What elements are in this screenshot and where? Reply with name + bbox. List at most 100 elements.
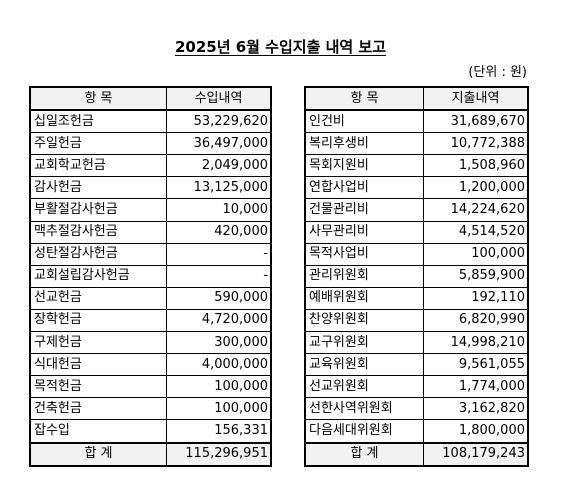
income-amount: 2,049,000 <box>166 154 271 178</box>
expense-amount: 1,200,000 <box>423 176 528 200</box>
income-amount: 156,331 <box>166 419 271 443</box>
income-amount: 10,000 <box>166 198 271 222</box>
income-item: 주일헌금 <box>30 132 167 156</box>
income-amount: 4,720,000 <box>166 308 271 333</box>
income-item: 교회설립감사헌금 <box>30 264 167 288</box>
expense-row: 인건비 31,689,670 <box>305 109 528 134</box>
income-header-row: 항 목 수입내역 <box>30 87 271 112</box>
expense-item: 인건비 <box>305 109 424 134</box>
expense-row: 건물관리비 14,224,620 <box>305 198 528 222</box>
income-item: 목적헌금 <box>30 375 167 399</box>
income-row: 십일조헌금 53,229,620 <box>30 109 271 134</box>
expense-table: 항 목 지출내역 인건비 31,689,670 복리후생비 10,772,388 목… <box>304 86 529 467</box>
income-total-label: 합 계 <box>30 441 167 466</box>
income-amount: 4,000,000 <box>166 353 271 377</box>
expense-amount: 3,162,820 <box>423 397 528 421</box>
income-item: 장학헌금 <box>30 308 167 333</box>
expense-item: 목회지원비 <box>305 154 424 178</box>
expense-item: 목적사업비 <box>305 242 424 266</box>
expense-item: 연합사업비 <box>305 176 424 200</box>
income-row: 부활절감사헌금 10,000 <box>30 198 271 222</box>
expense-item: 예배위원회 <box>305 286 424 310</box>
expense-row: 목회지원비 1,508,960 <box>305 154 528 178</box>
expense-row: 찬양위원회 6,820,990 <box>305 308 528 333</box>
income-row: 교회설립감사헌금 - <box>30 264 271 288</box>
income-item: 교회학교헌금 <box>30 154 167 178</box>
income-amount: - <box>166 264 271 288</box>
expense-amount: 1,774,000 <box>423 375 528 399</box>
income-total-row: 합 계 115,296,951 <box>30 441 271 466</box>
expense-item: 건물관리비 <box>305 198 424 222</box>
income-item: 선교헌금 <box>30 286 167 310</box>
expense-row: 교구위원회 14,998,210 <box>305 331 528 355</box>
income-amount: 590,000 <box>166 286 271 310</box>
expense-amount: 1,800,000 <box>423 419 528 443</box>
income-amount: 53,229,620 <box>166 109 271 134</box>
income-item: 성탄절감사헌금 <box>30 242 167 266</box>
income-row: 선교헌금 590,000 <box>30 286 271 310</box>
income-item: 십일조헌금 <box>30 109 167 134</box>
income-row: 구제헌금 300,000 <box>30 331 271 355</box>
expense-row: 교육위원회 9,561,055 <box>305 353 528 377</box>
income-row: 교회학교헌금 2,049,000 <box>30 154 271 178</box>
income-item: 부활절감사헌금 <box>30 198 167 222</box>
income-total-amount: 115,296,951 <box>166 441 271 466</box>
expense-amount: 100,000 <box>423 242 528 266</box>
income-amount: 300,000 <box>166 331 271 355</box>
expense-amount: 6,820,990 <box>423 308 528 333</box>
income-amount: 100,000 <box>166 375 271 399</box>
expense-row: 연합사업비 1,200,000 <box>305 176 528 200</box>
expense-item: 찬양위원회 <box>305 308 424 333</box>
income-row: 잡수입 156,331 <box>30 419 271 443</box>
expense-header-row: 항 목 지출내역 <box>305 87 528 112</box>
income-item: 식대헌금 <box>30 353 167 377</box>
income-item: 구제헌금 <box>30 331 167 355</box>
expense-amount: 14,224,620 <box>423 198 528 222</box>
expense-item: 관리위원회 <box>305 264 424 288</box>
expense-total-amount: 108,179,243 <box>423 441 528 466</box>
expense-item: 선교위원회 <box>305 375 424 399</box>
expense-row: 다음세대위원회 1,800,000 <box>305 419 528 443</box>
expense-amount: 14,998,210 <box>423 331 528 355</box>
report-title-text: 2025년 6월 수입지출 내역 보고 <box>174 38 387 56</box>
income-amount: - <box>166 242 271 266</box>
income-row: 성탄절감사헌금 - <box>30 242 271 266</box>
expense-item: 복리후생비 <box>305 132 424 156</box>
expense-amount: 4,514,520 <box>423 220 528 244</box>
expense-item: 다음세대위원회 <box>305 419 424 443</box>
income-item: 잡수입 <box>30 419 167 443</box>
expense-row: 선교위원회 1,774,000 <box>305 375 528 399</box>
expense-item: 선한사역위원회 <box>305 397 424 421</box>
income-row: 장학헌금 4,720,000 <box>30 308 271 333</box>
expense-item: 교구위원회 <box>305 331 424 355</box>
income-row: 맥추절감사헌금 420,000 <box>30 220 271 244</box>
expense-row: 사무관리비 4,514,520 <box>305 220 528 244</box>
income-table: 항 목 수입내역 십일조헌금 53,229,620 주일헌금 36,497,000 … <box>29 86 272 467</box>
expense-amount: 31,689,670 <box>423 109 528 134</box>
expense-amount: 5,859,900 <box>423 264 528 288</box>
expense-row: 예배위원회 192,110 <box>305 286 528 310</box>
expense-total-row: 합 계 108,179,243 <box>305 441 528 466</box>
income-amount: 100,000 <box>166 397 271 421</box>
report-title: 2025년 6월 수입지출 내역 보고 <box>0 37 561 57</box>
expense-row: 관리위원회 5,859,900 <box>305 264 528 288</box>
expense-total-label: 합 계 <box>305 441 424 466</box>
income-row: 식대헌금 4,000,000 <box>30 353 271 377</box>
expense-row: 선한사역위원회 3,162,820 <box>305 397 528 421</box>
expense-amount: 10,772,388 <box>423 132 528 156</box>
income-header-item: 항 목 <box>30 87 167 112</box>
expense-amount: 9,561,055 <box>423 353 528 377</box>
income-row: 건축헌금 100,000 <box>30 397 271 421</box>
expense-header-amount: 지출내역 <box>423 87 528 112</box>
income-item: 맥추절감사헌금 <box>30 220 167 244</box>
expense-row: 복리후생비 10,772,388 <box>305 132 528 156</box>
expense-header-item: 항 목 <box>305 87 424 112</box>
expense-item: 교육위원회 <box>305 353 424 377</box>
income-row: 감사헌금 13,125,000 <box>30 176 271 200</box>
income-row: 목적헌금 100,000 <box>30 375 271 399</box>
income-amount: 13,125,000 <box>166 176 271 200</box>
income-row: 주일헌금 36,497,000 <box>30 132 271 156</box>
income-item: 건축헌금 <box>30 397 167 421</box>
expense-item: 사무관리비 <box>305 220 424 244</box>
income-header-amount: 수입내역 <box>166 87 271 112</box>
